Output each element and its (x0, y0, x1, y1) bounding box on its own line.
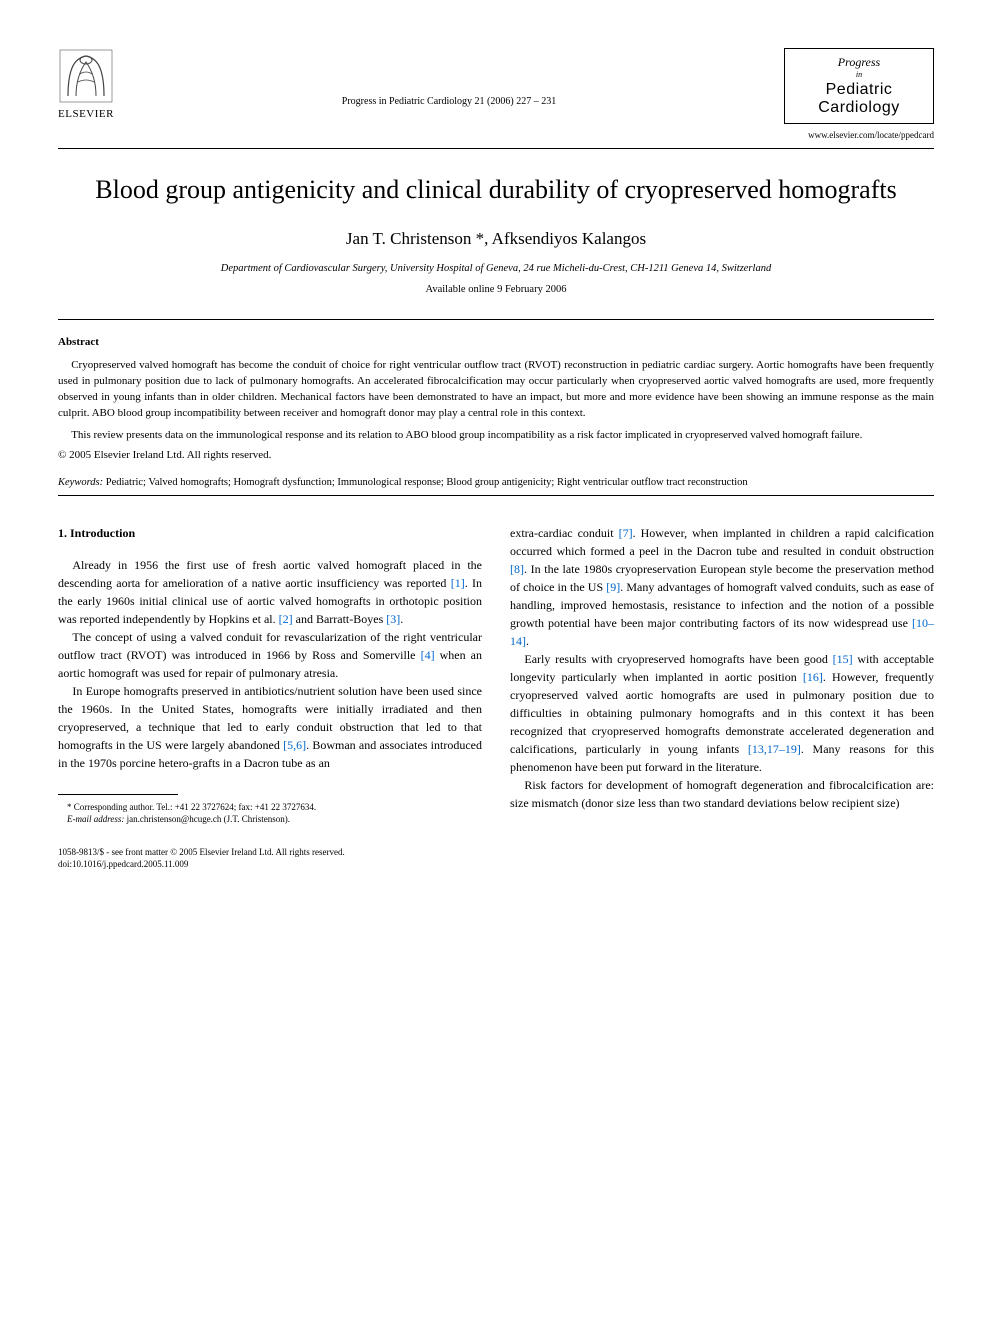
authors: Jan T. Christenson *, Afksendiyos Kalang… (58, 229, 934, 249)
citation-link[interactable]: [13,17–19] (748, 742, 801, 756)
text-run: . (400, 612, 403, 626)
email-label: E-mail address: (67, 814, 124, 824)
abstract-paragraph-1: Cryopreserved valved homograft has becom… (58, 358, 934, 422)
journal-word-cardiology: Cardiology (791, 99, 927, 117)
text-run: and Barratt-Boyes (293, 612, 387, 626)
journal-logo-block: Progress in Pediatric Cardiology (784, 48, 934, 124)
body-paragraph: Early results with cryopreserved homogra… (510, 650, 934, 776)
article-title: Blood group antigenicity and clinical du… (58, 173, 934, 207)
journal-url: www.elsevier.com/locate/ppedcard (784, 130, 934, 140)
elsevier-logo-icon (58, 48, 114, 104)
column-right: extra-cardiac conduit [7]. However, when… (510, 524, 934, 826)
abstract-bottom-rule (58, 495, 934, 496)
email-address: jan.christenson@hcuge.ch (J.T. Christens… (124, 814, 290, 824)
publisher-block: ELSEVIER (58, 48, 114, 120)
citation-link[interactable]: [16] (803, 670, 823, 684)
body-paragraph: In Europe homografts preserved in antibi… (58, 682, 482, 772)
citation-link[interactable]: [9] (606, 580, 620, 594)
abstract-top-rule (58, 319, 934, 320)
citation-link[interactable]: [3] (386, 612, 400, 626)
text-run: Early results with cryopreserved homogra… (524, 652, 832, 666)
keywords-line: Keywords: Pediatric; Valved homografts; … (58, 475, 934, 490)
header-row: ELSEVIER Progress in Pediatric Cardiolog… (58, 48, 934, 140)
abstract-heading: Abstract (58, 336, 934, 348)
journal-word-pediatric: Pediatric (791, 81, 927, 99)
text-run: . (526, 634, 529, 648)
journal-citation: Progress in Pediatric Cardiology 21 (200… (114, 96, 784, 107)
body-paragraph: extra-cardiac conduit [7]. However, when… (510, 524, 934, 650)
citation-link[interactable]: [1] (451, 576, 465, 590)
citation-link[interactable]: [4] (421, 648, 435, 662)
footnote-rule (58, 794, 178, 795)
section-1-heading: 1. Introduction (58, 524, 482, 542)
issn-line: 1058-9813/$ - see front matter © 2005 El… (58, 846, 934, 859)
text-run: extra-cardiac conduit (510, 526, 619, 540)
journal-block-wrapper: Progress in Pediatric Cardiology www.els… (784, 48, 934, 140)
citation-link[interactable]: [8] (510, 562, 524, 576)
citation-link[interactable]: [2] (279, 612, 293, 626)
keywords-label: Keywords: (58, 477, 103, 488)
abstract-copyright: © 2005 Elsevier Ireland Ltd. All rights … (58, 449, 934, 461)
citation-link[interactable]: [5,6] (283, 738, 306, 752)
keywords-text: Pediatric; Valved homografts; Homograft … (103, 477, 748, 488)
affiliation: Department of Cardiovascular Surgery, Un… (58, 263, 934, 274)
header-rule (58, 148, 934, 149)
text-run: The concept of using a valved conduit fo… (58, 630, 482, 662)
body-columns: 1. Introduction Already in 1956 the firs… (58, 524, 934, 826)
abstract-paragraph-2: This review presents data on the immunol… (58, 428, 934, 444)
citation-link[interactable]: [15] (833, 652, 853, 666)
text-run: Already in 1956 the first use of fresh a… (58, 558, 482, 590)
body-paragraph: Already in 1956 the first use of fresh a… (58, 556, 482, 628)
column-left: 1. Introduction Already in 1956 the firs… (58, 524, 482, 826)
corresponding-author-footnote: * Corresponding author. Tel.: +41 22 372… (58, 801, 482, 814)
citation-link[interactable]: [7] (619, 526, 633, 540)
available-online: Available online 9 February 2006 (58, 284, 934, 295)
body-paragraph: The concept of using a valved conduit fo… (58, 628, 482, 682)
email-footnote: E-mail address: jan.christenson@hcuge.ch… (58, 813, 482, 826)
doi-line: doi:10.1016/j.ppedcard.2005.11.009 (58, 858, 934, 871)
journal-word-progress: Progress (791, 55, 927, 70)
body-paragraph: Risk factors for development of homograf… (510, 776, 934, 812)
journal-word-in: in (791, 70, 927, 79)
publisher-name: ELSEVIER (58, 108, 114, 120)
